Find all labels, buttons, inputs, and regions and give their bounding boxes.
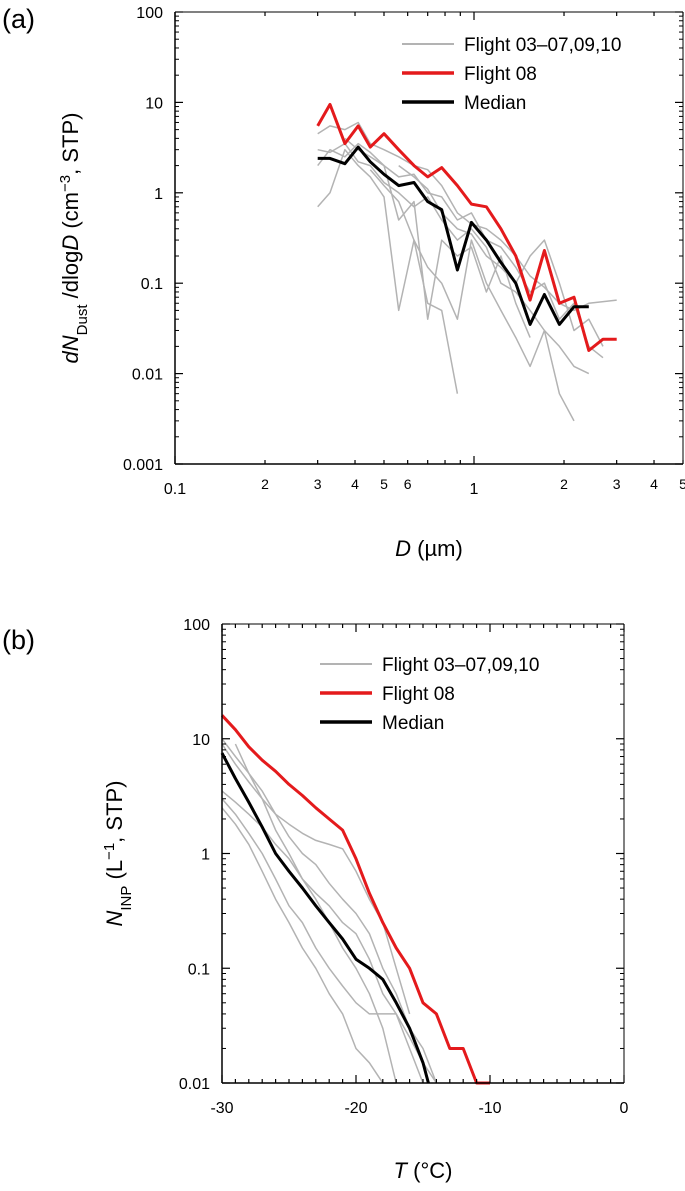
y-tick-label: 10 bbox=[192, 732, 210, 749]
y-tick-label: 100 bbox=[183, 617, 210, 634]
legend-label-flight08: Flight 08 bbox=[382, 684, 455, 705]
x-tick-label: 0.1 bbox=[164, 481, 186, 498]
y-axis-label-subscript: Dust bbox=[74, 304, 91, 336]
series-line-flight08-7 bbox=[316, 102, 617, 352]
x-minor-tick-label: 2 bbox=[261, 476, 269, 492]
series-line-median-8 bbox=[317, 145, 589, 326]
series-line-other-2 bbox=[221, 798, 424, 1084]
x-axis-label-var: T bbox=[394, 1158, 409, 1183]
series-line-other-3 bbox=[221, 807, 397, 1084]
y-axis-label-var2: D bbox=[58, 235, 83, 251]
y-axis-label-text: /dlog bbox=[58, 251, 83, 305]
legend-label-other: Flight 03–07,09,10 bbox=[464, 35, 621, 56]
x-minor-tick-label: 2 bbox=[560, 476, 568, 492]
y-tick-label: 0.1 bbox=[141, 276, 163, 293]
series-line-other-4 bbox=[234, 743, 397, 1084]
x-tick-label: -10 bbox=[478, 1100, 501, 1117]
legend-label-flight08: Flight 08 bbox=[464, 64, 537, 85]
y-axis-label-var: dN bbox=[58, 335, 83, 363]
y-tick-label: 1 bbox=[201, 847, 210, 864]
legend-label-median: Median bbox=[464, 93, 526, 114]
x-minor-tick-label: 3 bbox=[613, 476, 621, 492]
x-minor-tick-label: 4 bbox=[351, 476, 359, 492]
series-line-other-0 bbox=[221, 738, 438, 1084]
y-tick-label: 0.01 bbox=[179, 1076, 210, 1093]
x-minor-tick-label: 3 bbox=[314, 476, 322, 492]
y-tick-label: 0.01 bbox=[132, 367, 163, 384]
y-axis-label-superscript: −3 bbox=[57, 175, 74, 192]
y-axis-label-unit: (cm bbox=[58, 192, 83, 235]
x-tick-label: -30 bbox=[210, 1100, 233, 1117]
y-axis-label-superscript: −1 bbox=[101, 843, 118, 860]
y-tick-label: 0.1 bbox=[188, 961, 210, 978]
legend: Flight 03–07,09,10 Flight 08 Median bbox=[320, 655, 539, 734]
panel-b: (b) 0.01 0.1 1 10 100 -30 -20 -10 0 T (°C) NINP (L−… bbox=[2, 617, 629, 1183]
x-tick-label: 0 bbox=[620, 1100, 629, 1117]
series-line-other-5 bbox=[369, 169, 459, 394]
x-axis-label: D (µm) bbox=[395, 536, 463, 561]
x-minor-tick-label: 6 bbox=[404, 476, 412, 492]
x-axis-label: T (°C) bbox=[394, 1158, 453, 1183]
series-line-other-0 bbox=[317, 121, 617, 312]
series-line-median-7 bbox=[220, 752, 430, 1084]
series-line-other-4 bbox=[344, 137, 531, 338]
series-line-other-5 bbox=[221, 790, 438, 1084]
y-axis-label-unit-rest: , STP) bbox=[58, 113, 83, 175]
y-axis-label: dNDust /dlogD (cm−3, STP) bbox=[57, 113, 91, 364]
y-tick-label: 10 bbox=[145, 95, 163, 112]
x-axis-label-unit: (°C) bbox=[407, 1158, 452, 1183]
series-line-other-3 bbox=[317, 148, 575, 422]
y-axis-label-var: N bbox=[102, 911, 127, 927]
x-tick-label: -20 bbox=[344, 1100, 367, 1117]
y-axis-label: NINP (L−1, STP) bbox=[101, 780, 135, 926]
panel-label: (a) bbox=[2, 4, 35, 34]
x-tick-label: 1 bbox=[470, 481, 479, 498]
series-line-other-1 bbox=[221, 743, 411, 1015]
y-axis-label-subscript: INP bbox=[118, 886, 135, 911]
y-axis-label-unit: (L bbox=[102, 860, 127, 886]
x-axis-label-unit: (µm) bbox=[411, 536, 463, 561]
series-line-other-2 bbox=[317, 142, 590, 375]
x-minor-tick-label: 5 bbox=[679, 476, 685, 492]
x-axis-label-var: D bbox=[395, 536, 411, 561]
y-tick-label: 0.001 bbox=[123, 457, 163, 474]
x-minor-tick-label: 4 bbox=[650, 476, 658, 492]
x-minor-tick-label: 5 bbox=[380, 476, 388, 492]
y-tick-label: 1 bbox=[154, 186, 163, 203]
y-axis-label-unit-rest: , STP) bbox=[102, 780, 127, 842]
series-line-flight08-6 bbox=[220, 714, 490, 1085]
series-line-other-1 bbox=[317, 142, 604, 359]
legend-label-median: Median bbox=[382, 713, 444, 734]
panel-label: (b) bbox=[2, 625, 35, 655]
legend-label-other: Flight 03–07,09,10 bbox=[382, 655, 539, 676]
legend: Flight 03–07,09,10 Flight 08 Median bbox=[402, 35, 621, 114]
y-tick-label: 100 bbox=[136, 5, 163, 22]
